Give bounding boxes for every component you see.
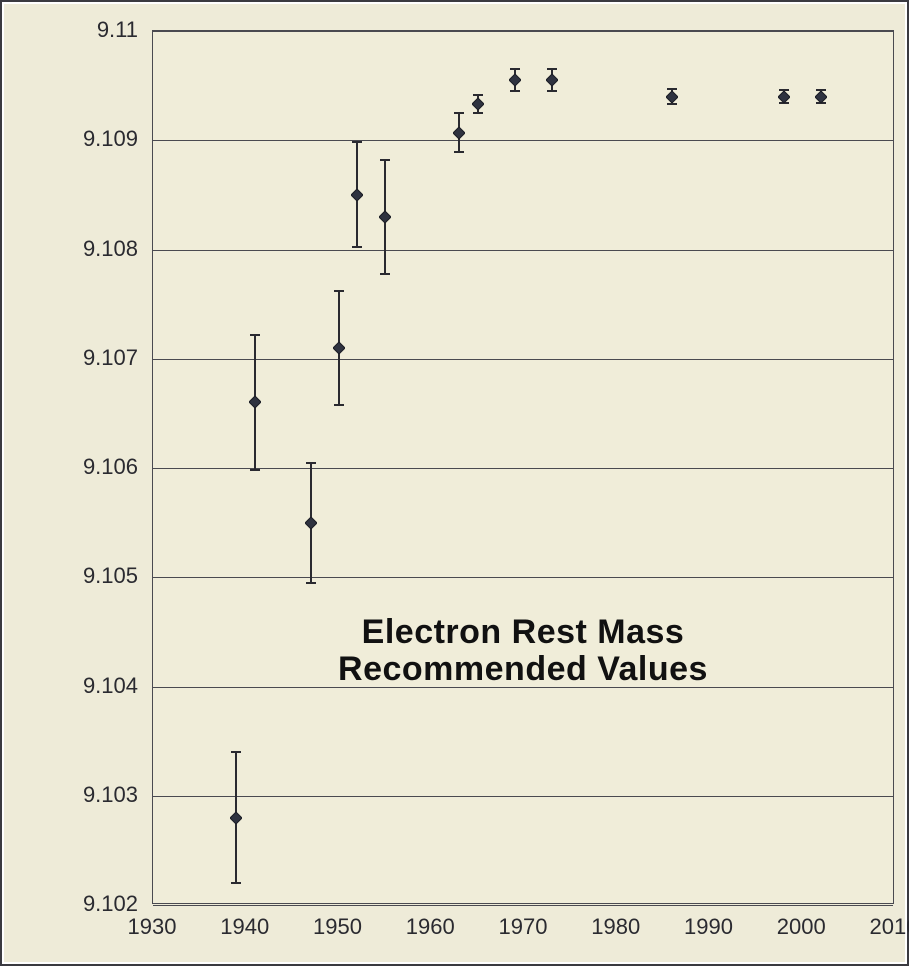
y-tick-label: 9.103 — [83, 782, 138, 808]
gridline — [153, 140, 893, 141]
data-point — [249, 396, 261, 408]
y-tick-label: 9.105 — [83, 563, 138, 589]
errorbar-cap — [334, 290, 344, 292]
diamond-marker-icon — [333, 342, 345, 354]
data-point — [333, 342, 345, 354]
gridline — [153, 359, 893, 360]
data-point — [453, 127, 465, 139]
y-tick-label: 9.11 — [97, 17, 138, 43]
x-tick-label: 1970 — [499, 914, 548, 940]
errorbar-cap — [306, 462, 316, 464]
y-tick-label: 9.108 — [83, 236, 138, 262]
errorbar-cap — [380, 159, 390, 161]
gridline — [153, 31, 893, 32]
y-tick-label: 9.104 — [83, 673, 138, 699]
diamond-marker-icon — [509, 74, 521, 86]
data-point — [666, 91, 678, 103]
x-tick-label: 1990 — [684, 914, 733, 940]
errorbar-cap — [352, 246, 362, 248]
errorbar-cap — [380, 273, 390, 275]
chart-title-line-2: Recommended Values — [338, 650, 708, 689]
x-tick-label: 1930 — [128, 914, 177, 940]
errorbar-cap — [231, 882, 241, 884]
y-tick-label: 9.107 — [83, 345, 138, 371]
errorbar-cap — [250, 334, 260, 336]
data-point — [509, 74, 521, 86]
x-tick-label: 2000 — [777, 914, 826, 940]
gridline — [153, 468, 893, 469]
diamond-marker-icon — [666, 91, 678, 103]
errorbar-cap — [667, 103, 677, 105]
diamond-marker-icon — [453, 127, 465, 139]
errorbar-cap — [547, 68, 557, 70]
errorbar-cap — [454, 151, 464, 153]
outer-frame: Electron Rest Mass Recommended Values 9.… — [0, 0, 909, 966]
errorbar-cap — [250, 469, 260, 471]
x-tick-label: 2010 — [870, 914, 909, 940]
errorbar-cap — [510, 90, 520, 92]
gridline — [153, 250, 893, 251]
errorbar-cap — [454, 112, 464, 114]
data-point — [472, 98, 484, 110]
errorbar-cap — [334, 404, 344, 406]
plot-area: Electron Rest Mass Recommended Values — [152, 30, 894, 904]
diamond-marker-icon — [379, 211, 391, 223]
data-point — [815, 91, 827, 103]
gridline — [153, 796, 893, 797]
diamond-marker-icon — [472, 98, 484, 110]
gridline — [153, 577, 893, 578]
diamond-marker-icon — [305, 517, 317, 529]
data-point — [230, 812, 242, 824]
y-tick-label: 9.109 — [83, 126, 138, 152]
x-tick-label: 1950 — [313, 914, 362, 940]
errorbar-cap — [473, 112, 483, 114]
diamond-marker-icon — [778, 91, 790, 103]
diamond-marker-icon — [249, 396, 261, 408]
diamond-marker-icon — [546, 74, 558, 86]
x-tick-label: 1980 — [591, 914, 640, 940]
y-tick-label: 9.106 — [83, 454, 138, 480]
errorbar-cap — [231, 751, 241, 753]
data-point — [305, 517, 317, 529]
chart-title-line-1: Electron Rest Mass — [362, 613, 685, 652]
x-tick-label: 1940 — [220, 914, 269, 940]
errorbar-cap — [352, 141, 362, 143]
diamond-marker-icon — [351, 189, 363, 201]
data-point — [778, 91, 790, 103]
data-point — [351, 189, 363, 201]
data-point — [379, 211, 391, 223]
errorbar-cap — [510, 68, 520, 70]
errorbar-cap — [306, 582, 316, 584]
diamond-marker-icon — [230, 812, 242, 824]
errorbar-cap — [547, 90, 557, 92]
data-point — [546, 74, 558, 86]
x-tick-label: 1960 — [406, 914, 455, 940]
gridline — [153, 905, 893, 906]
diamond-marker-icon — [815, 91, 827, 103]
errorbar-cap — [473, 94, 483, 96]
